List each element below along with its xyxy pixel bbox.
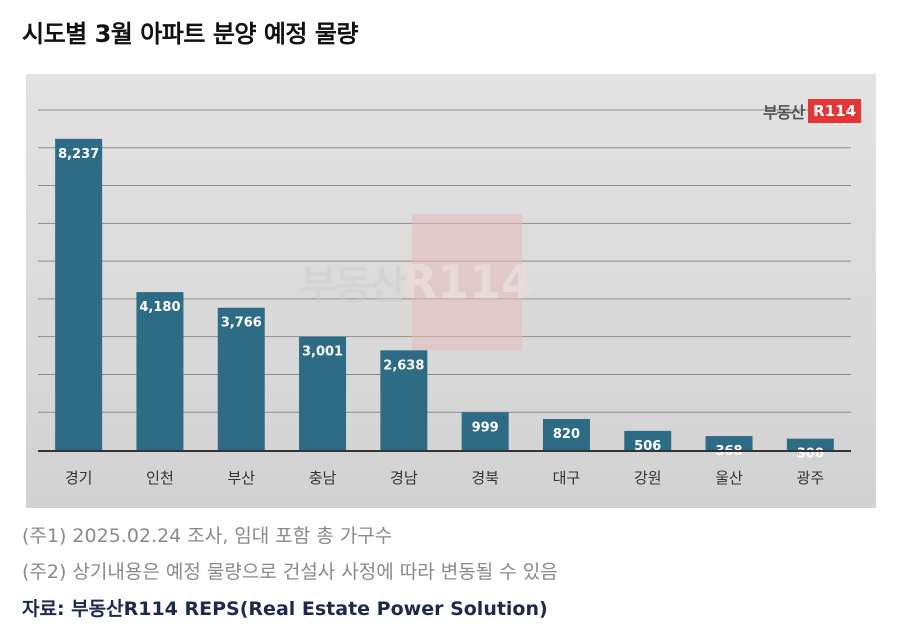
data-label: 3,766 (221, 316, 262, 331)
bar (624, 430, 672, 450)
bar (705, 436, 753, 450)
bar (461, 412, 509, 450)
logo-box: R114 (808, 99, 862, 123)
bar-chart: 8,237 경기 4,180 인천 3,766 부산 3,001 충남 2,638 경남 999 경북… (38, 109, 851, 487)
watermark-logo: 부동산 R114 (300, 214, 533, 350)
bar (55, 138, 103, 450)
x-tick-label: 경기 (65, 469, 93, 487)
logo-text: 부동산 (763, 103, 805, 122)
bar (542, 419, 590, 450)
page-title: 시도별 3월 아파트 분양 예정 물량 (22, 20, 359, 48)
x-tick-label: 경북 (471, 469, 499, 487)
data-label: 300 (797, 447, 824, 462)
bar (217, 307, 265, 450)
footnote-2: (주2) 상기내용은 예정 물량으로 건설사 사정에 따라 변동될 수 있음 (22, 561, 558, 583)
data-label: 2,638 (383, 358, 424, 373)
bar (380, 350, 428, 450)
x-tick-label: 대구 (553, 469, 581, 487)
source-credit: 자료: 부동산R114 REPS(Real Estate Power Solut… (22, 598, 548, 620)
x-tick-label: 강원 (634, 469, 662, 487)
chart-panel: 8,237 경기 4,180 인천 3,766 부산 3,001 충남 2,638 경남 999 경북… (26, 74, 876, 508)
data-label: 8,237 (58, 147, 99, 162)
data-label: 3,001 (302, 345, 343, 360)
x-tick-label: 부산 (227, 469, 255, 487)
data-label: 999 (472, 420, 499, 435)
x-tick-label: 충남 (309, 469, 337, 487)
bar (786, 438, 834, 450)
x-tick-label: 울산 (715, 469, 743, 487)
data-label: 4,180 (139, 300, 180, 315)
data-label: 820 (553, 427, 580, 442)
x-tick-label: 경남 (390, 469, 418, 487)
brand-logo: 부동산 R114 (763, 96, 862, 126)
x-tick-label: 인천 (146, 469, 174, 487)
x-tick-label: 광주 (797, 469, 825, 487)
footnote-1: (주1) 2025.02.24 조사, 임대 포함 총 가구수 (22, 525, 393, 547)
watermark-box: R114 (402, 214, 533, 350)
bar (299, 336, 347, 450)
watermark-text: 부동산 (300, 263, 406, 309)
bar (136, 292, 184, 450)
